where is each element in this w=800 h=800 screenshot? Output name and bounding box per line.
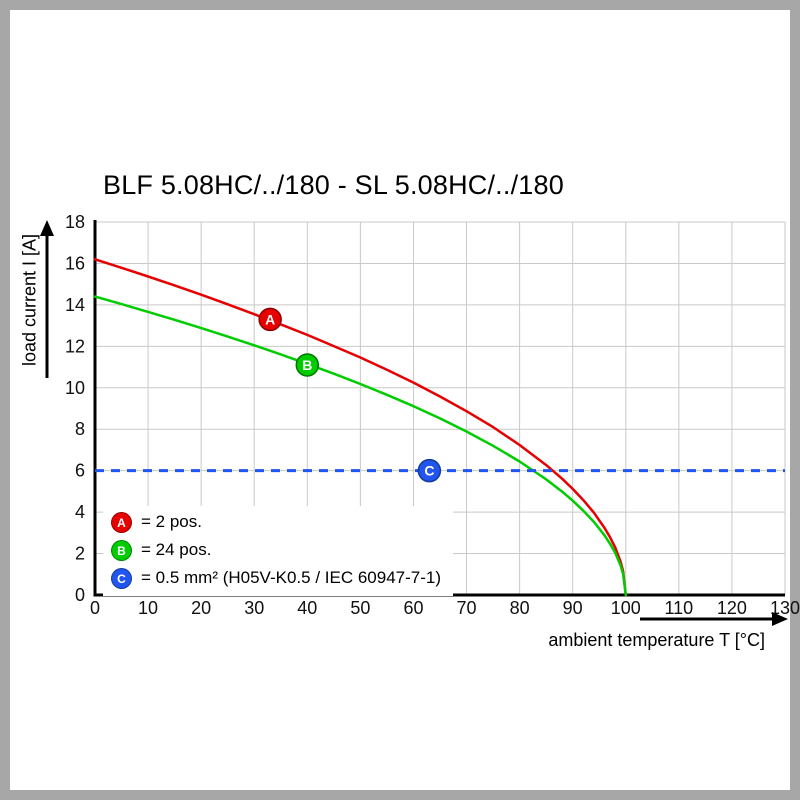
- legend-label-c: = 0.5 mm² (H05V-K0.5 / IEC 60947-7-1): [141, 568, 441, 587]
- legend-marker-b-icon: B: [111, 539, 132, 561]
- svg-text:12: 12: [65, 336, 85, 356]
- svg-text:10: 10: [65, 378, 85, 398]
- svg-text:C: C: [424, 463, 434, 479]
- legend-label-a: = 2 pos.: [141, 512, 202, 531]
- svg-text:B: B: [302, 357, 312, 373]
- legend-item-a: A = 2 pos.: [111, 508, 441, 536]
- chart-canvas: BLF 5.08HC/../180 - SL 5.08HC/../180 loa…: [10, 10, 800, 790]
- svg-text:40: 40: [297, 598, 317, 618]
- svg-text:18: 18: [65, 212, 85, 232]
- svg-text:A: A: [265, 311, 275, 327]
- legend-label-b: = 24 pos.: [141, 540, 212, 559]
- svg-text:50: 50: [350, 598, 370, 618]
- legend-marker-a-icon: A: [111, 511, 132, 533]
- svg-text:90: 90: [563, 598, 583, 618]
- legend: A = 2 pos. B = 24 pos. C = 0.5 mm² (H05V…: [103, 506, 453, 596]
- svg-text:110: 110: [664, 598, 693, 618]
- chart-title: BLF 5.08HC/../180 - SL 5.08HC/../180: [103, 170, 564, 200]
- svg-text:130: 130: [770, 598, 800, 618]
- svg-text:2: 2: [75, 544, 85, 564]
- svg-text:6: 6: [75, 461, 85, 481]
- svg-text:70: 70: [457, 598, 477, 618]
- svg-text:14: 14: [65, 295, 85, 315]
- svg-text:4: 4: [75, 502, 85, 522]
- svg-text:60: 60: [403, 598, 423, 618]
- svg-text:0: 0: [75, 585, 85, 605]
- svg-text:80: 80: [510, 598, 530, 618]
- legend-item-b: B = 24 pos.: [111, 536, 441, 564]
- svg-text:8: 8: [75, 419, 85, 439]
- legend-item-c: C = 0.5 mm² (H05V-K0.5 / IEC 60947-7-1): [111, 564, 441, 592]
- derating-chart: 0 10 20 30 40 50 60 70 80 90 100 110 120 130 0 2 4 6 8 10 12…: [40, 212, 800, 626]
- svg-text:30: 30: [244, 598, 264, 618]
- svg-text:16: 16: [65, 253, 85, 273]
- svg-text:100: 100: [611, 598, 641, 618]
- legend-marker-c-icon: C: [111, 567, 132, 589]
- svg-text:10: 10: [138, 598, 158, 618]
- svg-text:120: 120: [717, 598, 747, 618]
- x-axis-label: ambient temperature T [°C]: [548, 630, 765, 650]
- svg-text:0: 0: [90, 598, 100, 618]
- svg-text:20: 20: [191, 598, 211, 618]
